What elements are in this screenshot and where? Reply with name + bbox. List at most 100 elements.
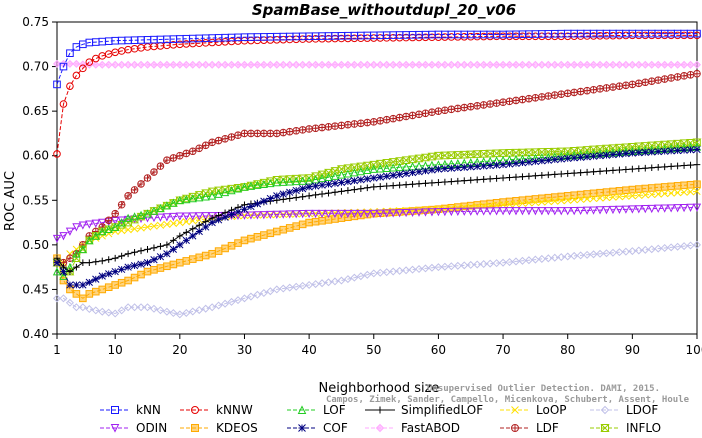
data-point [343,209,353,219]
data-point [343,60,352,69]
data-point [583,250,592,259]
data-point [505,200,514,208]
data-point [195,144,203,152]
data-point [641,191,649,199]
data-point [499,174,507,182]
data-point [615,205,624,214]
data-point [596,168,604,175]
x-tick-label: 1 [53,343,61,357]
data-point [201,212,210,221]
y-tick-label: 0.50 [22,238,49,252]
data-point [622,149,630,158]
data-point [104,308,113,317]
data-point [182,212,191,221]
data-point [156,213,165,222]
data-point [576,206,585,216]
data-point [117,278,126,287]
legend-item-knn: kNN [100,403,161,417]
data-point [208,303,217,312]
series-fastabod [52,59,702,69]
data-point [389,267,398,276]
data-point [318,190,326,198]
data-point [324,60,333,69]
data-point [467,103,475,110]
data-point [673,146,682,155]
data-point [169,260,178,269]
data-point [66,254,74,262]
data-point [686,146,695,154]
data-point [641,164,649,172]
data-point [647,245,656,254]
data-point [311,209,320,218]
data-point [72,223,81,232]
data-point [98,272,106,280]
data-point [402,266,411,275]
data-point [641,184,650,193]
data-point [389,209,398,218]
data-point [292,210,301,219]
data-point [486,175,494,183]
data-point [519,173,526,180]
data-point [375,423,385,433]
data-point [227,60,236,69]
data-point [628,192,637,200]
data-point [117,60,126,69]
data-point [53,259,61,267]
data-point [111,406,119,414]
data-point [214,216,223,224]
x-tick-label: 100 [686,343,702,357]
data-point [427,208,437,217]
data-point [602,193,611,202]
data-point [686,203,695,213]
data-point [338,188,345,195]
data-point [240,294,249,303]
data-point [318,209,326,217]
data-point [208,218,216,227]
data-point [356,209,365,219]
data-point [156,253,165,261]
data-point [557,60,566,69]
data-point [564,154,572,163]
data-point [525,158,533,166]
data-point [622,186,630,195]
data-point [176,241,184,249]
data-point [351,186,358,193]
data-point [628,205,637,214]
data-point [299,126,306,134]
data-point [531,157,540,166]
data-point [641,205,650,214]
data-point [512,197,520,205]
data-point [137,224,145,232]
data-point [499,160,507,169]
data-point [570,169,578,177]
data-point [674,162,681,170]
data-point [118,201,125,209]
data-point [530,148,540,156]
data-point [499,258,508,267]
data-point [286,188,294,196]
data-point [531,255,540,264]
x-tick-label: 80 [560,343,575,357]
legend-item-cof: COF [287,421,348,435]
data-point [453,261,462,270]
data-point [667,163,675,170]
data-point [59,276,68,285]
data-point [616,82,623,90]
data-point [499,60,508,69]
data-point [221,213,229,221]
data-point [124,213,133,222]
data-point [370,183,378,191]
data-point [131,248,138,256]
data-point [498,207,508,216]
data-point [680,60,689,69]
data-point [150,168,158,176]
data-point [448,106,455,113]
data-point [110,424,120,433]
data-point [692,203,702,212]
data-point [396,181,403,189]
data-point [156,306,165,315]
series-ldf [53,69,701,267]
data-point [350,60,359,69]
data-point [85,58,94,66]
data-point [577,88,584,95]
